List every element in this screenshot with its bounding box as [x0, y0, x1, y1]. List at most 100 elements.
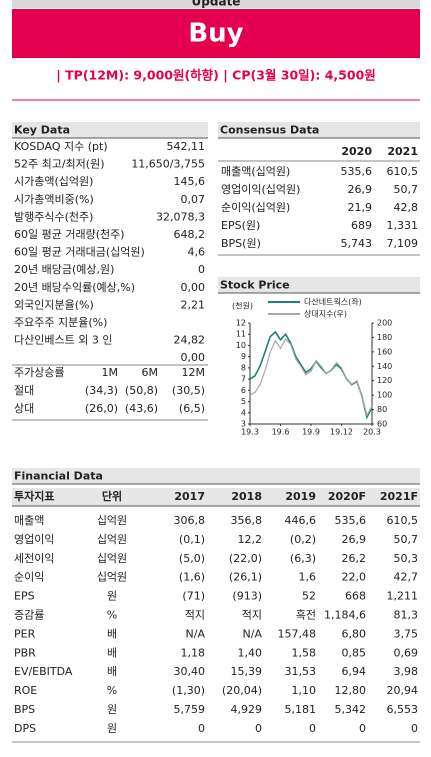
y-tick-label: 7 [241, 375, 246, 384]
row-label: 다산인베스트 외 3 인 [14, 334, 112, 347]
table-cell: (1,30) [172, 684, 205, 697]
table-cell: 50,3 [394, 552, 419, 565]
table-cell: N/A [186, 627, 206, 640]
rating: Buy [188, 19, 243, 49]
table-cell: PBR [14, 646, 36, 659]
row-label: 20년 배당금(예상,원) [14, 263, 114, 276]
table-cell: 흑전 [296, 608, 316, 622]
table-cell: 십억원 [97, 552, 127, 565]
table-cell: 적지 [242, 609, 262, 622]
y-tick-label: 9 [241, 352, 246, 361]
table-cell: 22,0 [342, 571, 367, 584]
table-cell: % [107, 609, 117, 622]
y-axis-label: (천원) [232, 301, 253, 311]
table-cell: EV/EBITDA [14, 665, 73, 678]
consensus-cell: BPS(원) [221, 237, 261, 250]
y-tick-label: 3 [241, 420, 246, 429]
table-header: 2021F [380, 490, 418, 503]
row-label: 주요주주 지분율(%) [14, 316, 107, 329]
y-tick-label: 6 [241, 386, 246, 395]
x-tick-label: 19.12 [330, 428, 353, 437]
x-tick-label: 19.3 [241, 428, 259, 437]
row-value: 0,00 [181, 351, 206, 364]
table-cell: 1,18 [181, 646, 206, 659]
table-cell: 157,48 [278, 627, 317, 640]
table-cell: 배 [107, 665, 117, 678]
y2-tick-label: 180 [377, 333, 392, 342]
table-header: 2020F [328, 490, 366, 503]
rating-box [12, 9, 420, 58]
returns-cell: (50,8) [125, 384, 158, 397]
row-value: 648,2 [174, 228, 206, 241]
table-header: 2017 [174, 490, 205, 503]
table-cell: (6,3) [290, 552, 316, 565]
table-cell: 0 [198, 722, 205, 735]
table-cell: (0,1) [179, 533, 205, 546]
table-header: 2019 [285, 490, 316, 503]
y-tick-label: 5 [241, 397, 246, 406]
table-header: 투자지표 [14, 489, 54, 503]
returns-cell: 상대 [14, 402, 34, 415]
price-line [249, 337, 373, 417]
consensus-cell: 순이익(십억원) [221, 201, 290, 214]
table-cell: 3,98 [394, 665, 419, 678]
row-value: 32,078,3 [156, 210, 205, 223]
section-header [12, 122, 208, 138]
table-cell: 0 [411, 722, 418, 735]
table-cell: (26,1) [229, 571, 262, 584]
row-label: 60일 평균 거래대금(십억원) [14, 245, 145, 259]
table-cell: 15,39 [231, 665, 263, 678]
y-tick-label: 4 [241, 408, 246, 417]
table-cell: EPS [14, 590, 35, 603]
table-cell: (71) [182, 590, 205, 603]
y-tick-label: 8 [241, 363, 246, 372]
y2-tick-label: 200 [377, 319, 392, 328]
table-cell: 십억원 [97, 514, 127, 527]
table-cell: 6,553 [387, 703, 419, 716]
x-tick-label: 20.3 [363, 428, 381, 437]
row-label: 20년 배당수익률(예상,%) [14, 281, 135, 294]
row-label: 외국인지분율(%) [14, 298, 94, 311]
table-cell: 5,342 [335, 703, 367, 716]
row-value: 24,82 [174, 334, 206, 347]
consensus-cell: 1,331 [387, 219, 419, 232]
y2-tick-label: 140 [377, 362, 392, 371]
y2-tick-label: 60 [377, 420, 387, 429]
table-cell: 6,94 [342, 665, 367, 678]
row-value: 4,6 [188, 246, 206, 259]
table-cell: 0,85 [342, 646, 367, 659]
table-cell: 668 [345, 590, 366, 603]
row-label: 52주 최고/최저(원) [14, 158, 105, 171]
consensus-cell: 50,7 [394, 183, 419, 196]
table-cell: DPS [14, 722, 36, 735]
table-cell: 30,40 [174, 665, 206, 678]
table-cell: 1,6 [299, 571, 317, 584]
table-cell: (0,2) [290, 533, 316, 546]
tag: Update [192, 0, 241, 9]
table-cell: 1,40 [238, 646, 263, 659]
row-value: 145,6 [174, 175, 206, 188]
returns-cell: (34,3) [85, 384, 118, 397]
target: | TP(12M): 9,000원(하향) | CP(3월 30일): 4,50… [56, 68, 376, 83]
table-cell: 446,6 [285, 514, 317, 527]
table-cell: 4,929 [231, 703, 263, 716]
table-cell: 42,7 [394, 571, 419, 584]
row-label: 발행주식수(천주) [14, 209, 93, 223]
returns-header: 1M [102, 366, 119, 379]
row-value: 0,07 [181, 193, 206, 206]
section-title: Stock Price [220, 279, 290, 292]
returns-cell: (43,6) [125, 402, 158, 415]
table-cell: 매출액 [14, 514, 44, 527]
table-cell: 십억원 [97, 571, 127, 584]
row-value: 0 [198, 263, 205, 276]
table-cell: 1,184,6 [324, 609, 366, 622]
table-cell: 원 [107, 722, 117, 735]
table-cell: 610,5 [387, 514, 419, 527]
table-header: 2018 [231, 490, 262, 503]
table-cell: 3,75 [394, 627, 419, 640]
table-cell: 배 [107, 646, 117, 659]
table-cell: 원 [107, 703, 117, 716]
legend-label: 상대지수(우) [304, 309, 347, 319]
section-header [218, 122, 420, 138]
y2-tick-label: 100 [377, 391, 392, 400]
